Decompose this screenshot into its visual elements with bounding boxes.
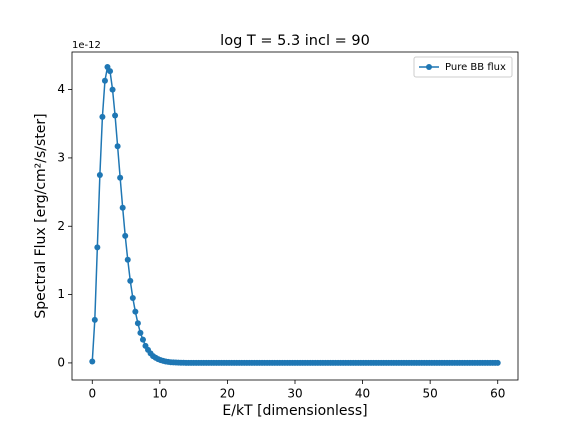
data-point xyxy=(134,320,141,327)
data-point xyxy=(117,174,124,181)
y-tick-label: 4 xyxy=(57,82,65,96)
legend-label: Pure BB flux xyxy=(445,62,506,73)
legend-marker xyxy=(426,64,432,70)
data-point xyxy=(89,358,96,365)
x-tick-label: 10 xyxy=(152,387,167,401)
data-point xyxy=(96,172,103,178)
data-point xyxy=(129,295,136,301)
chart-title: log T = 5.3 incl = 90 xyxy=(220,33,370,49)
data-point xyxy=(119,204,126,211)
data-point xyxy=(101,77,108,84)
data-point xyxy=(109,86,116,93)
data-point xyxy=(107,68,114,75)
x-tick-label: 40 xyxy=(355,387,370,401)
x-tick-label: 60 xyxy=(490,387,505,401)
data-point xyxy=(94,244,101,251)
x-tick-label: 50 xyxy=(423,387,438,401)
y-tick-label: 3 xyxy=(57,150,65,164)
legend-box xyxy=(413,56,513,78)
x-tick-label: 20 xyxy=(220,387,235,401)
x-tick-label: 0 xyxy=(88,387,96,401)
data-point xyxy=(132,308,139,315)
data-point xyxy=(127,277,134,284)
y-tick-label: 2 xyxy=(57,219,65,233)
data-point xyxy=(91,316,98,323)
y-tick-label: 1 xyxy=(57,287,65,301)
y-axis-label: Spectral Flux [erg/cm²/s/ster] xyxy=(33,113,49,318)
data-point xyxy=(494,359,501,366)
data-point xyxy=(112,112,119,119)
data-point xyxy=(114,143,121,150)
y-tick-label: 0 xyxy=(57,355,65,369)
data-point xyxy=(122,232,129,239)
data-point xyxy=(99,113,106,120)
plot-frame xyxy=(71,51,519,381)
data-point xyxy=(124,256,131,263)
x-tick-label: 30 xyxy=(287,387,302,401)
x-axis-label: E/kT [dimensionless] xyxy=(222,403,367,419)
data-point xyxy=(139,336,146,343)
y-offset-label: 1e-12 xyxy=(72,40,101,51)
data-point xyxy=(137,329,144,336)
